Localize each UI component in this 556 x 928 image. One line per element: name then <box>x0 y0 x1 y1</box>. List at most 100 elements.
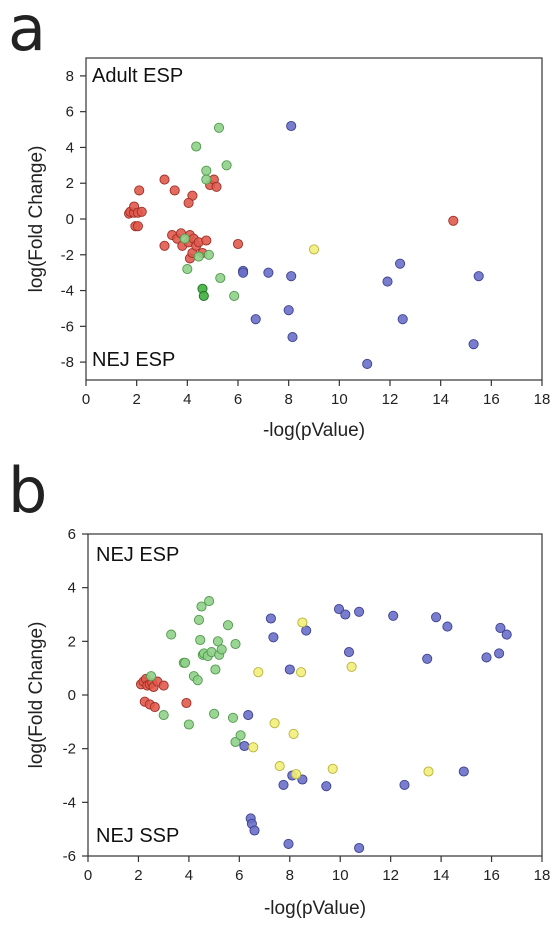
data-point-blue <box>333 604 345 615</box>
x-tick-label: 18 <box>534 867 551 884</box>
y-tick-label: -4 <box>63 794 76 811</box>
x-tick-label: 12 <box>382 391 399 408</box>
panel-a-label: a <box>8 0 46 65</box>
data-point-blue <box>286 120 297 132</box>
data-point-blue <box>397 314 408 325</box>
data-point-blue <box>243 710 254 721</box>
data-point-yellow <box>327 763 338 774</box>
y-tick-label: 4 <box>66 139 74 156</box>
y-tick-label: -2 <box>61 247 74 264</box>
x-tick-label: 14 <box>432 391 449 408</box>
x-axis-title-a: -log(pValue) <box>263 420 365 441</box>
data-point-blue <box>481 652 492 663</box>
data-point-blue <box>263 267 274 278</box>
y-tick-label: 8 <box>66 68 74 85</box>
data-point-blue <box>340 609 351 620</box>
x-tick-label: 2 <box>132 391 140 408</box>
data-point-yellow <box>288 728 299 739</box>
data-point-blue <box>473 271 484 282</box>
data-point-yellow <box>291 769 302 780</box>
x-tick-label: 4 <box>185 867 193 884</box>
y-tick-label: -4 <box>61 283 74 300</box>
chart-panel-a: a 0 2 4 6 8 10 12 14 16 18 -8 -6 -4 -2 0 2 4 6 8 Adult ES… <box>8 0 550 441</box>
data-point-green <box>195 634 206 646</box>
data-point-green <box>191 141 202 152</box>
data-point-blue <box>388 610 399 621</box>
data-point-yellow <box>308 244 320 255</box>
data-point-blue <box>239 740 250 752</box>
data-points-b <box>135 596 512 854</box>
x-tick-label: 6 <box>234 391 242 408</box>
y-axis-b: -6 -4 -2 0 2 4 6 <box>63 526 88 865</box>
data-point-green <box>212 636 223 647</box>
data-point-green <box>201 174 212 185</box>
data-point-red <box>134 185 145 196</box>
y-axis-title-b: log(Fold Change) <box>26 622 47 769</box>
x-tick-label: 10 <box>331 391 348 408</box>
y-axis-title-a: log(Fold Change) <box>26 146 47 293</box>
x-tick-label: 8 <box>286 867 294 884</box>
data-point-blue <box>250 314 261 325</box>
y-tick-label: -6 <box>61 318 74 335</box>
data-point-green <box>146 671 157 682</box>
data-point-yellow <box>296 667 307 678</box>
data-point-green <box>210 664 221 675</box>
x-tick-label: 14 <box>433 867 450 884</box>
data-point-blue <box>354 842 365 854</box>
x-tick-label: 8 <box>284 391 292 408</box>
data-point-blue <box>278 779 289 790</box>
data-point-blue <box>458 766 469 777</box>
y-tick-label: -6 <box>63 848 76 865</box>
data-point-blue <box>238 267 249 278</box>
data-point-yellow <box>269 718 280 729</box>
x-axis-title-b: -log(pValue) <box>264 898 366 919</box>
data-point-green <box>215 272 226 284</box>
annotation-nej-ssp: NEJ SSP <box>96 825 179 847</box>
y-tick-label: 2 <box>68 633 76 650</box>
data-point-yellow <box>346 661 357 672</box>
data-point-blue <box>495 622 506 633</box>
x-tick-label: 2 <box>134 867 142 884</box>
y-tick-label: 6 <box>68 526 76 543</box>
data-point-blue <box>343 647 355 658</box>
data-point-green <box>204 596 215 607</box>
data-point-blue <box>283 838 294 849</box>
data-point-blue <box>362 358 373 369</box>
y-tick-label: 2 <box>66 175 74 192</box>
data-point-yellow <box>248 742 259 753</box>
x-tick-label: 16 <box>483 867 500 884</box>
data-point-green <box>227 712 239 723</box>
data-point-green <box>166 629 177 640</box>
data-point-yellow <box>423 766 434 777</box>
chart-panel-b: b 0 2 4 6 8 10 12 14 16 18 -6 -4 -2 0 2 4 6 NEJ ESP NEJ… <box>8 454 550 919</box>
data-point-green <box>230 638 241 650</box>
data-point-green <box>201 165 212 176</box>
data-point-blue <box>468 339 479 350</box>
data-point-red <box>159 240 170 251</box>
data-point-red <box>169 185 180 196</box>
data-point-yellow <box>253 667 264 678</box>
y-axis-a: -8 -6 -4 -2 0 2 4 6 8 <box>61 68 86 371</box>
data-point-green <box>196 601 207 612</box>
data-point-green <box>182 264 193 275</box>
y-tick-label: 0 <box>66 211 74 228</box>
data-point-blue <box>494 648 505 659</box>
y-tick-label: 0 <box>68 687 76 704</box>
data-point-blue <box>431 612 442 623</box>
data-point-blue <box>395 258 406 269</box>
data-point-red <box>201 235 212 246</box>
x-tick-label: 18 <box>534 391 551 408</box>
annotation-nej-esp-a: NEJ ESP <box>92 349 175 371</box>
data-point-green <box>203 249 214 260</box>
data-point-green <box>179 233 190 244</box>
data-point-blue <box>268 632 279 643</box>
x-axis-b: 0 2 4 6 8 10 12 14 16 18 <box>84 856 551 884</box>
data-point-blue <box>283 305 294 316</box>
data-point-blue <box>501 629 512 640</box>
data-point-red <box>149 702 160 713</box>
data-point-red <box>211 181 222 192</box>
x-tick-label: 0 <box>82 391 90 408</box>
annotation-adult-esp: Adult ESP <box>92 65 183 87</box>
y-tick-label: -2 <box>63 741 76 758</box>
